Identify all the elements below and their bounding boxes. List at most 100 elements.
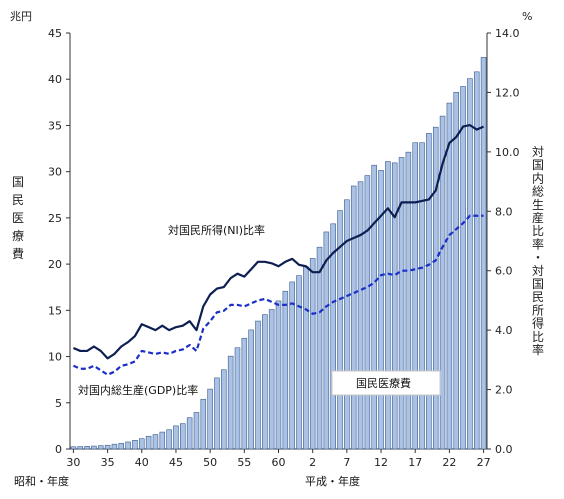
bar-medical-expenditure (200, 398, 207, 450)
bar-medical-expenditure (111, 443, 118, 450)
x-tick-label: 17 (408, 456, 422, 469)
bar-medical-expenditure (173, 425, 179, 450)
bar-medical-expenditure (132, 440, 138, 450)
xaxis-left-label: 昭和・年度 (14, 474, 69, 488)
bar-medical-expenditure (118, 443, 125, 450)
bar-medical-expenditure (467, 78, 473, 450)
axis-ticks: 0 5 10 15 20 25 30 35 40 45 0.0 2.0 4.0 6.0 8.0 10.0 12.… (48, 27, 520, 469)
right-axis-unit: % (522, 10, 532, 23)
left-tick-label: 20 (48, 258, 62, 271)
bar-medical-expenditure (371, 164, 377, 450)
bar-medical-expenditure (453, 91, 459, 450)
bar-medical-expenditure (255, 320, 261, 450)
right-tick-label: 6.0 (495, 265, 513, 278)
bar-medical-expenditure (248, 329, 254, 450)
bar-medical-expenditure (207, 388, 213, 450)
left-axis-title: 国民医療費 (12, 175, 24, 261)
right-axis-title: 対国内総生産比率・対国民所得比率 (532, 145, 544, 357)
x-tick-label: 45 (169, 456, 183, 469)
left-tick-label: 5 (55, 397, 62, 410)
bar-medical-expenditure (166, 429, 172, 450)
bar-medical-expenditure (364, 175, 371, 450)
left-tick-label: 10 (48, 351, 62, 364)
left-tick-label: 45 (48, 27, 62, 40)
bar-medical-expenditure (193, 412, 200, 450)
bar-medical-expenditure (234, 347, 241, 450)
annotation-gdp-ratio: 対国内総生産(GDP)比率 (78, 383, 198, 397)
left-tick-label: 30 (48, 166, 62, 179)
bar-medical-expenditure (330, 223, 336, 450)
bar-medical-expenditure (480, 57, 487, 450)
xaxis-right-label: 平成・年度 (305, 474, 360, 488)
bar-medical-expenditure (84, 446, 90, 450)
x-tick-label: 40 (135, 456, 149, 469)
bar-medical-expenditure (98, 445, 104, 450)
bar-medical-expenditure (186, 417, 193, 450)
bar-medical-expenditure (289, 281, 295, 450)
bar-medical-expenditure (419, 142, 425, 450)
bar-medical-expenditure (296, 275, 302, 450)
x-tick-label: 2 (309, 456, 316, 469)
bar-medical-expenditure (104, 444, 111, 450)
bars-series (70, 57, 487, 450)
bar-medical-expenditure (91, 445, 97, 450)
bar-medical-expenditure (125, 441, 131, 450)
bar-medical-expenditure (323, 231, 330, 450)
x-tick-label: 30 (66, 456, 80, 469)
bar-medical-expenditure (159, 431, 166, 450)
right-tick-label: 0.0 (495, 443, 513, 456)
annotation-expenditure-box (331, 370, 441, 396)
right-tick-label: 2.0 (495, 384, 513, 397)
x-tick-label: 27 (477, 456, 491, 469)
bar-medical-expenditure (77, 446, 84, 450)
bar-medical-expenditure (268, 309, 275, 450)
bar-medical-expenditure (275, 300, 282, 450)
bar-medical-expenditure (460, 86, 466, 450)
bar-medical-expenditure (398, 157, 405, 450)
bar-medical-expenditure (262, 314, 268, 450)
bar-medical-expenditure (357, 181, 364, 450)
bar-medical-expenditure (426, 133, 432, 450)
right-tick-label: 4.0 (495, 324, 513, 337)
line-ni-ratio (72, 124, 485, 360)
bar-medical-expenditure (439, 115, 446, 450)
left-axis-unit: 兆円 (10, 10, 32, 23)
right-tick-label: 8.0 (495, 205, 513, 218)
bar-medical-expenditure (316, 246, 323, 450)
bar-medical-expenditure (282, 290, 289, 450)
bar-medical-expenditure (241, 337, 248, 450)
bar-medical-expenditure (337, 210, 343, 450)
left-tick-label: 15 (48, 304, 62, 317)
right-tick-label: 14.0 (495, 27, 520, 40)
bar-medical-expenditure (145, 435, 152, 450)
bar-medical-expenditure (378, 170, 384, 450)
left-tick-label: 25 (48, 212, 62, 225)
line-gdp-ratio (72, 214, 484, 376)
x-tick-label: 60 (272, 456, 286, 469)
bar-medical-expenditure (473, 71, 480, 450)
bar-medical-expenditure (432, 126, 439, 450)
left-tick-label: 40 (48, 73, 62, 86)
right-tick-label: 10.0 (495, 146, 520, 159)
annotation-expenditure: 国民医療費 (356, 376, 411, 390)
bar-medical-expenditure (446, 102, 453, 450)
bar-medical-expenditure (70, 446, 77, 450)
x-tick-label: 12 (374, 456, 388, 469)
bar-medical-expenditure (221, 369, 227, 450)
x-tick-label: 7 (343, 456, 350, 469)
bar-medical-expenditure (309, 258, 316, 450)
bar-medical-expenditure (391, 162, 398, 450)
bar-medical-expenditure (180, 423, 186, 450)
line-series (72, 124, 485, 376)
x-tick-label: 35 (101, 456, 115, 469)
bar-medical-expenditure (350, 185, 357, 450)
x-tick-label: 22 (442, 456, 456, 469)
bar-medical-expenditure (214, 377, 220, 450)
bar-medical-expenditure (227, 355, 234, 450)
bar-medical-expenditure (344, 199, 350, 450)
right-tick-label: 12.0 (495, 86, 520, 99)
left-tick-label: 0 (55, 443, 62, 456)
left-tick-label: 35 (48, 119, 62, 132)
bar-medical-expenditure (412, 142, 418, 450)
